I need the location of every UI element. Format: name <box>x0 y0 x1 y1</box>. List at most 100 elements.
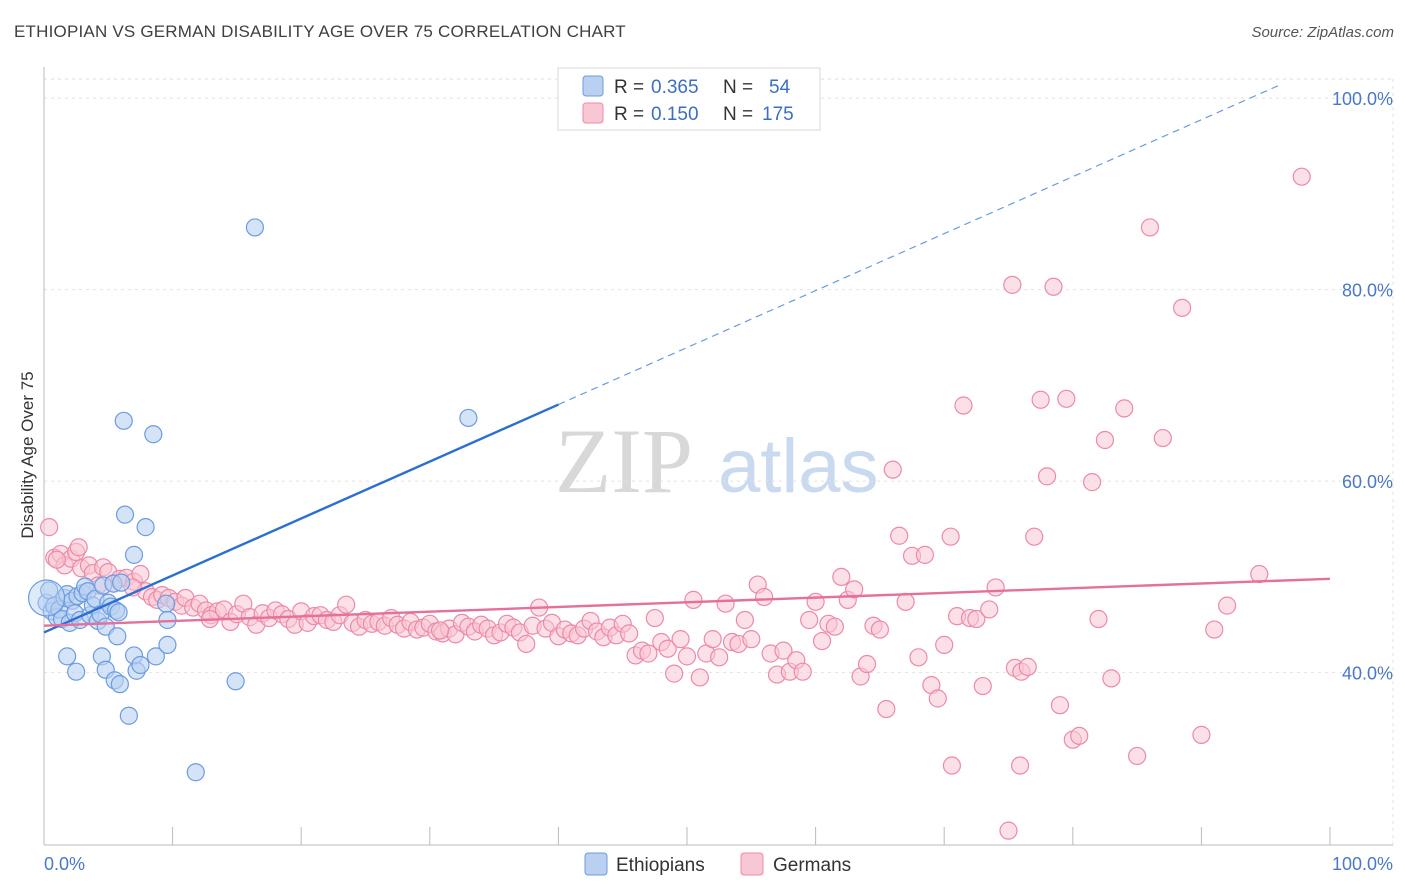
point-ethiopians-50 <box>459 408 478 428</box>
point-germans-142 <box>935 635 954 654</box>
legend-swatch-ethiopians <box>582 75 604 97</box>
point-ethiopians-49 <box>245 218 265 237</box>
point-germans-77 <box>517 634 536 654</box>
point-germans-169 <box>1153 428 1172 448</box>
point-germans-148 <box>973 676 992 696</box>
point-ethiopians-48 <box>144 425 163 444</box>
point-ethiopians-39 <box>131 655 150 675</box>
point-germans-121 <box>800 610 819 630</box>
point-germans-174 <box>1250 564 1269 584</box>
point-germans-102 <box>677 647 697 666</box>
point-germans-167 <box>1127 746 1147 766</box>
y-axis-title: Disability Age Over 75 <box>18 371 37 538</box>
point-ethiopians-40 <box>146 647 165 666</box>
y-tick-label-40: 40.0% <box>1342 664 1393 684</box>
point-germans-158 <box>1050 696 1070 715</box>
point-germans-157 <box>1037 467 1057 486</box>
point-germans-138 <box>909 648 928 667</box>
point-ethiopians-47 <box>114 411 133 430</box>
point-germans-147 <box>967 609 986 629</box>
point-ethiopians-45 <box>136 518 155 537</box>
series-legend-swatch-ethiopians <box>584 852 608 876</box>
point-ethiopians-31 <box>67 662 86 681</box>
point-germans-16 <box>131 564 150 584</box>
point-germans-139 <box>915 545 935 564</box>
legend-r-label-ethiopians: R = <box>614 77 644 98</box>
point-germans-134 <box>883 460 902 479</box>
point-germans-156 <box>1031 390 1050 409</box>
series-legend-label-ethiopians: Ethiopians <box>616 855 705 876</box>
trend-lines <box>43 83 1331 634</box>
series-germans-points <box>40 167 1311 840</box>
x-tick-label-max: 100.0% <box>1332 854 1393 874</box>
watermark-atlas: atlas <box>718 424 879 509</box>
point-germans-111 <box>735 610 754 630</box>
point-germans-128 <box>845 580 864 599</box>
point-germans-178 <box>1292 167 1311 186</box>
point-germans-143 <box>941 527 960 546</box>
point-germans-112 <box>742 630 761 649</box>
point-germans-179 <box>942 756 962 775</box>
point-germans-175 <box>1003 275 1022 294</box>
point-germans-96 <box>639 644 658 663</box>
point-germans-171 <box>1192 725 1211 744</box>
point-germans-133 <box>877 699 896 719</box>
point-ethiopians-53 <box>108 627 127 646</box>
point-germans-155 <box>1025 527 1044 546</box>
y-tick-labels: 40.0% 60.0% 80.0% 100.0% <box>1332 89 1393 684</box>
point-germans-93 <box>620 624 639 643</box>
series-legend-label-germans: Germans <box>773 855 851 876</box>
point-germans-103 <box>684 590 703 609</box>
point-germans-173 <box>1218 596 1237 615</box>
point-ethiopians-28 <box>109 603 128 622</box>
point-germans-154 <box>1018 657 1037 677</box>
point-germans-132 <box>870 620 890 639</box>
point-ethiopians-42 <box>186 763 205 782</box>
point-germans-145 <box>954 396 973 415</box>
point-germans-177 <box>1044 277 1063 296</box>
watermark-zip: ZIP <box>555 410 693 512</box>
legend-r-value-germans: 0.150 <box>651 104 699 125</box>
point-germans-130 <box>857 654 877 674</box>
point-ethiopians-46 <box>124 545 144 564</box>
point-germans-172 <box>1205 620 1224 639</box>
legend-n-label-germans: N = <box>723 104 753 125</box>
point-germans-162 <box>1082 473 1102 492</box>
point-germans-101 <box>671 630 690 649</box>
point-ethiopians-30 <box>58 647 77 666</box>
point-ethiopians-51 <box>157 594 176 613</box>
point-germans-150 <box>986 578 1005 597</box>
point-germans-135 <box>890 526 909 545</box>
point-germans-165 <box>1102 669 1121 688</box>
point-germans-176 <box>1010 756 1030 775</box>
legend-n-label-ethiopians: N = <box>723 77 753 98</box>
point-ethiopians-41 <box>158 635 177 654</box>
point-germans-168 <box>1140 218 1160 237</box>
point-germans-126 <box>832 567 851 587</box>
point-germans-104 <box>690 668 709 687</box>
point-ethiopians-36 <box>119 706 138 725</box>
point-germans-151 <box>999 821 1018 840</box>
point-germans-164 <box>1095 430 1115 450</box>
point-germans-141 <box>928 689 947 708</box>
legend-n-value-germans: 175 <box>762 104 794 125</box>
legend-swatch-germans <box>582 102 604 124</box>
point-germans-149 <box>980 600 999 619</box>
x-tick-label-min: 0.0% <box>44 854 85 874</box>
y-tick-label-80: 80.0% <box>1342 281 1393 301</box>
point-ethiopians-43 <box>226 672 245 691</box>
point-germans-166 <box>1115 399 1134 418</box>
point-germans-180 <box>47 550 66 569</box>
legend-r-label-germans: R = <box>614 104 644 125</box>
legend-r-value-ethiopians: 0.365 <box>651 77 699 98</box>
series-ethiopians-points <box>27 218 478 782</box>
point-germans-97 <box>645 608 664 628</box>
y-tick-label-100: 100.0% <box>1332 89 1393 109</box>
series-legend: Ethiopians Germans <box>584 852 851 876</box>
point-germans-107 <box>710 648 729 667</box>
point-ethiopians-35 <box>110 675 129 694</box>
series-legend-swatch-germans <box>740 852 764 876</box>
legend-n-value-ethiopians: 54 <box>769 77 791 98</box>
point-germans-99 <box>658 639 677 658</box>
axes <box>43 67 1393 846</box>
